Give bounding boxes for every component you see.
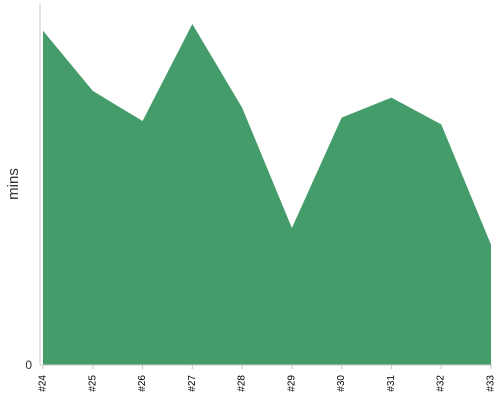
plot-area [43, 24, 491, 366]
y-tick-label: 0 [25, 358, 32, 372]
x-tick-label: #32 [436, 375, 447, 392]
x-axis-ticks: #24 #25 #26 #27 #28 #29 #30 #31 #32 #33 [38, 365, 497, 392]
x-tick-label: #31 [386, 375, 397, 392]
x-tick-label: #30 [336, 375, 347, 392]
x-tick-label: #27 [187, 375, 198, 392]
x-tick-label: #28 [237, 375, 248, 392]
y-axis-ticks: 0 [25, 358, 32, 372]
x-tick-label: #29 [286, 375, 297, 392]
x-tick-label: #33 [486, 375, 497, 392]
y-axis-title: mins [5, 168, 22, 200]
x-tick-label: #26 [137, 375, 148, 392]
x-tick-label: #25 [87, 375, 98, 392]
area-series [43, 24, 491, 366]
x-tick-label: #24 [38, 375, 49, 392]
